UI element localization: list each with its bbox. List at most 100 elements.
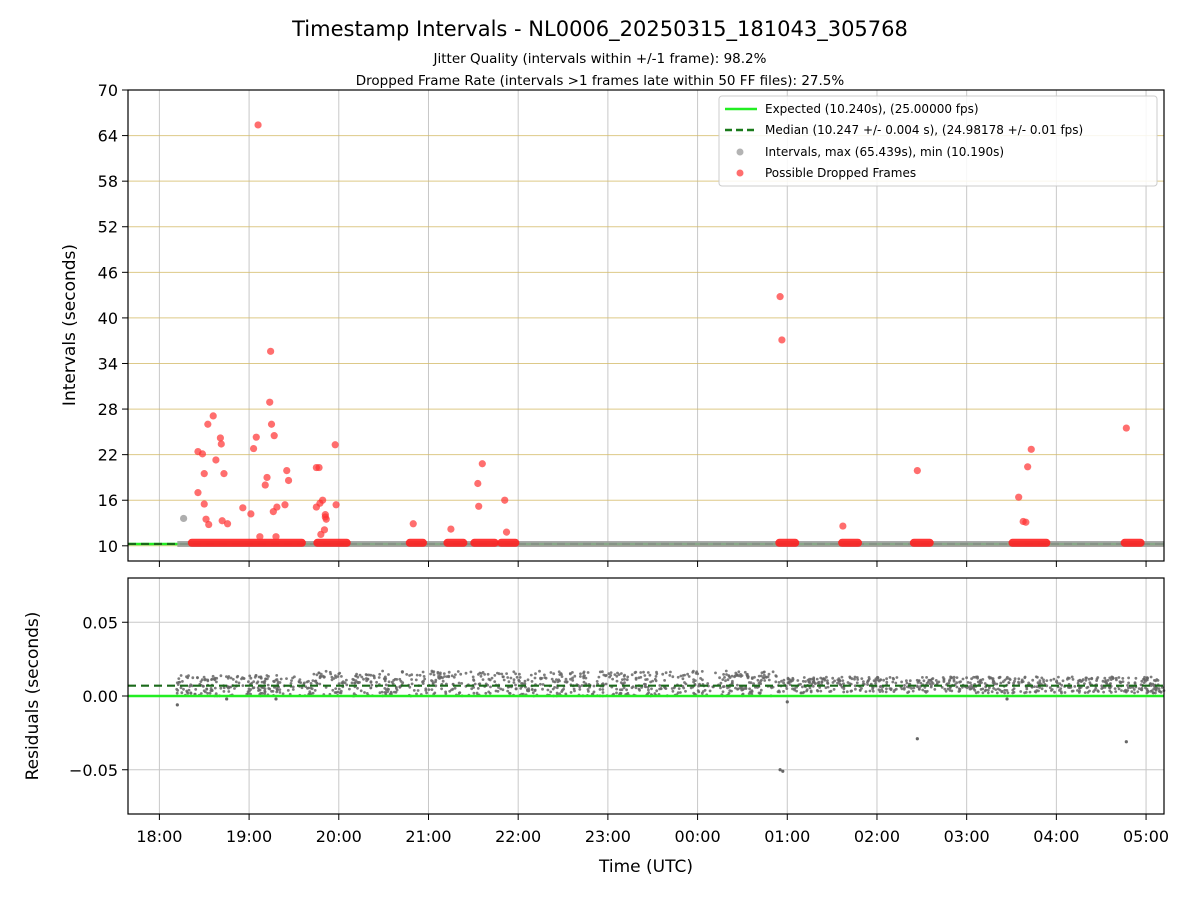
residual-point (839, 683, 843, 687)
dropped-frame-point (200, 470, 208, 478)
residuals-reference-lines (128, 684, 1164, 698)
residual-point (385, 688, 388, 692)
residual-point (1130, 690, 1134, 693)
residual-point (299, 681, 303, 684)
residual-point (1048, 686, 1052, 690)
residual-point (903, 686, 906, 690)
residual-point (204, 690, 207, 694)
residual-point (845, 690, 849, 694)
residual-point (808, 680, 811, 684)
residual-point (307, 679, 310, 683)
residual-point (565, 680, 569, 684)
residual-point (681, 685, 685, 688)
residual-point (484, 691, 488, 695)
residual-point (512, 678, 516, 682)
residual-point (752, 682, 755, 686)
residual-point (293, 675, 296, 679)
residual-point (579, 675, 582, 678)
residual-point (364, 673, 368, 676)
residual-point (1120, 689, 1123, 692)
residual-outlier-point (1005, 697, 1009, 701)
residual-point (780, 679, 783, 683)
residual-point (885, 687, 888, 691)
residual-point (328, 670, 332, 674)
residual-point (358, 681, 361, 684)
residual-point (626, 691, 630, 695)
residual-point (912, 686, 916, 690)
residual-point (748, 687, 751, 691)
residual-point (252, 680, 256, 683)
residual-point (670, 687, 674, 690)
residual-point (506, 689, 510, 693)
residual-point (1081, 678, 1085, 681)
residual-point (721, 678, 725, 681)
residual-point (234, 680, 238, 684)
residual-point (668, 674, 672, 677)
dropped-frame-point (839, 522, 847, 530)
residual-point (336, 690, 340, 694)
residual-point (609, 671, 613, 674)
residual-point (620, 672, 623, 675)
dropped-frames-band (497, 538, 520, 547)
residual-point (190, 684, 194, 688)
residual-point (1129, 686, 1132, 689)
residual-point (981, 678, 985, 681)
residual-point (646, 671, 650, 674)
residual-point (365, 679, 368, 683)
residual-point (655, 689, 659, 693)
residual-point (380, 690, 384, 694)
residual-point (354, 679, 358, 682)
residual-point (891, 676, 895, 680)
residual-point (758, 692, 762, 695)
residual-point (722, 673, 725, 676)
residual-point (966, 681, 970, 684)
residual-point (986, 688, 990, 692)
residual-point (1133, 681, 1137, 684)
residual-point (889, 688, 893, 692)
residual-point (1084, 678, 1088, 682)
x-tick-label: 03:00 (944, 827, 990, 846)
residual-point (774, 680, 778, 684)
residual-point (826, 685, 830, 689)
residual-point (1090, 677, 1094, 681)
residual-point (969, 681, 972, 685)
residual-point (219, 686, 223, 690)
residual-point (1152, 684, 1156, 687)
intervals-y-tick-label: 16 (98, 491, 118, 510)
residual-point (918, 687, 921, 691)
residual-point (310, 687, 314, 691)
residual-point (786, 681, 790, 685)
residual-point (858, 688, 862, 692)
residual-point (719, 686, 722, 690)
dropped-frame-point (502, 528, 511, 536)
residual-point (578, 688, 582, 691)
residual-point (855, 681, 859, 685)
x-tick-label: 23:00 (585, 827, 631, 846)
residual-point (375, 680, 378, 684)
residual-point (225, 675, 228, 678)
residual-point (1049, 689, 1053, 692)
residual-point (267, 675, 270, 678)
residual-point (438, 673, 442, 676)
residual-point (481, 678, 485, 681)
residual-point (895, 676, 899, 679)
dropped-frame-point (209, 412, 217, 420)
residual-point (840, 675, 844, 679)
residual-point (721, 690, 725, 694)
residual-point (706, 682, 710, 685)
residual-point (425, 691, 428, 695)
residual-point (725, 673, 728, 676)
residual-point (541, 683, 545, 686)
residual-point (801, 679, 805, 683)
residual-point (1100, 687, 1104, 690)
residual-point (862, 680, 865, 684)
residual-point (249, 688, 253, 691)
residual-point (1145, 687, 1149, 691)
residual-point (488, 691, 492, 695)
residual-point (533, 676, 537, 680)
dropped-frames-band (838, 538, 863, 547)
residual-point (922, 679, 926, 683)
residual-point (654, 679, 658, 683)
legend-intervals-swatch (736, 148, 744, 156)
residual-point (457, 681, 461, 685)
